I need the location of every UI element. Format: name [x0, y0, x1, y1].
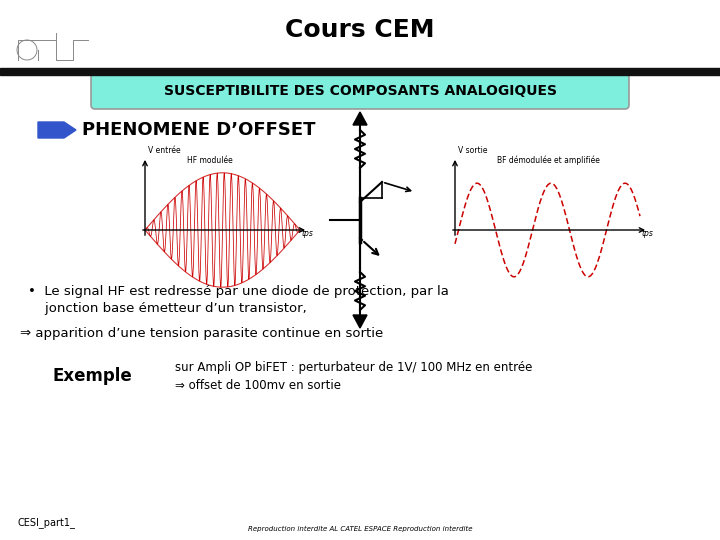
Text: tps: tps: [302, 229, 314, 238]
Text: ⇒ apparition d’une tension parasite continue en sortie: ⇒ apparition d’une tension parasite cont…: [20, 327, 383, 340]
Text: SUSCEPTIBILITE DES COMPOSANTS ANALOGIQUES: SUSCEPTIBILITE DES COMPOSANTS ANALOGIQUE…: [163, 84, 557, 98]
FancyArrow shape: [38, 122, 76, 138]
Text: tps: tps: [642, 229, 654, 238]
Text: •  Le signal HF est redressé par une diode de protection, par la: • Le signal HF est redressé par une diod…: [28, 285, 449, 298]
Text: PHENOMENE D’OFFSET: PHENOMENE D’OFFSET: [82, 121, 315, 139]
Text: sur Ampli OP biFET : perturbateur de 1V/ 100 MHz en entrée: sur Ampli OP biFET : perturbateur de 1V/…: [175, 361, 532, 374]
Text: HF modulée: HF modulée: [187, 156, 233, 165]
Text: CESI_part1_: CESI_part1_: [18, 517, 76, 528]
Text: ⇒ offset de 100mv en sortie: ⇒ offset de 100mv en sortie: [175, 379, 341, 392]
Bar: [0, 68, 720, 75]
Text: Exemple: Exemple: [52, 367, 132, 385]
Polygon shape: [353, 112, 367, 125]
Text: Reproduction interdite AL CATEL ESPACE Reproduction interdite: Reproduction interdite AL CATEL ESPACE R…: [248, 526, 472, 532]
Text: Cours CEM: Cours CEM: [285, 18, 435, 42]
Text: V sortie: V sortie: [458, 146, 487, 155]
Text: jonction base émetteur d’un transistor,: jonction base émetteur d’un transistor,: [28, 302, 307, 315]
Polygon shape: [353, 315, 367, 328]
FancyBboxPatch shape: [91, 73, 629, 109]
Text: BF démodulée et amplifiée: BF démodulée et amplifiée: [497, 156, 600, 165]
Text: V entrée: V entrée: [148, 146, 181, 155]
